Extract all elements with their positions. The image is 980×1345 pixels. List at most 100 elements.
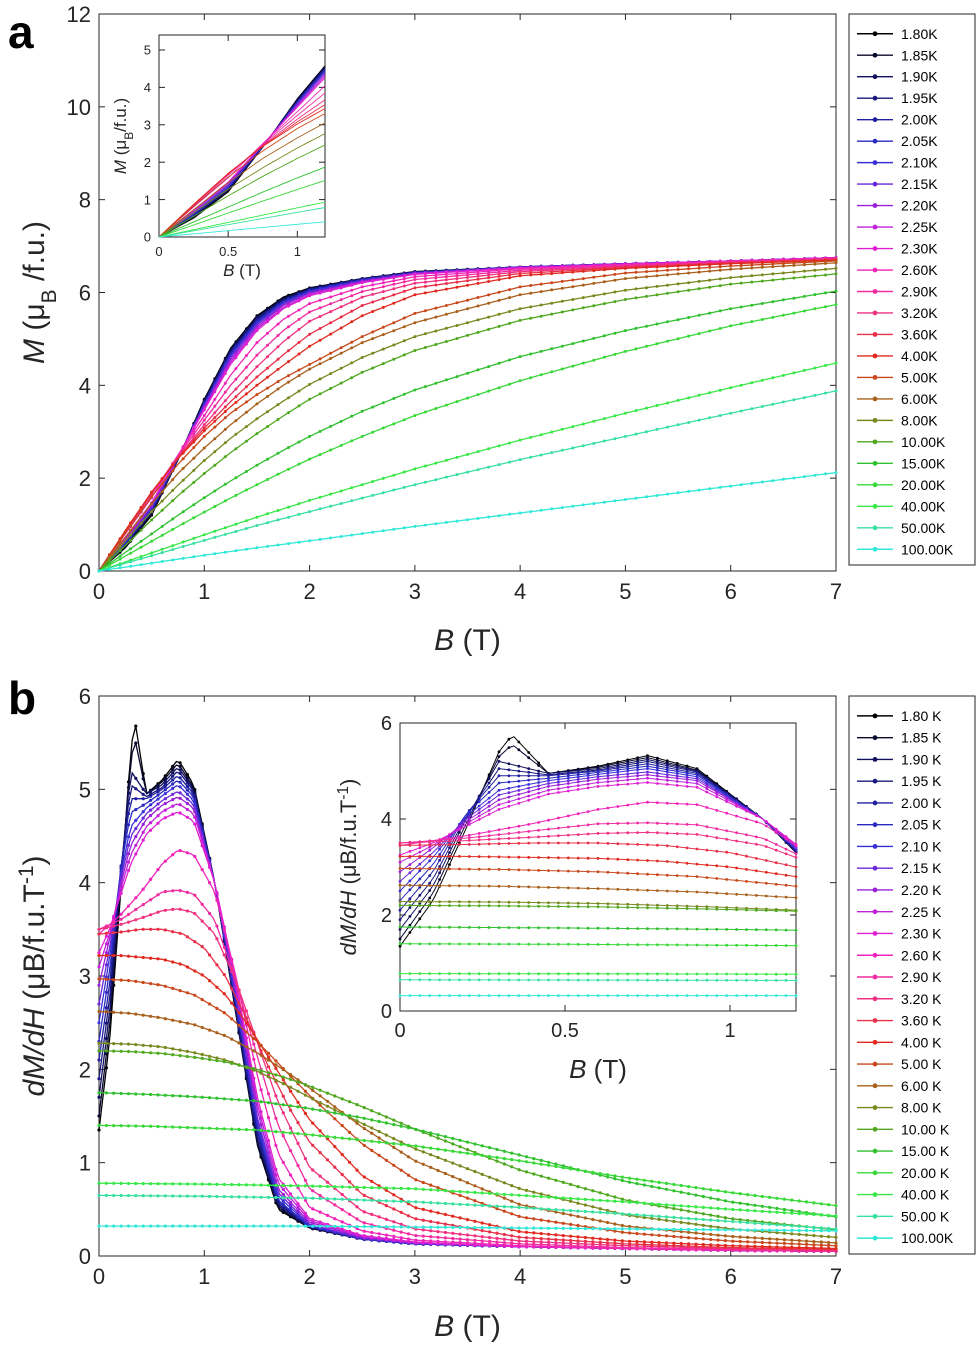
data-point [163, 1017, 167, 1021]
data-point [185, 1182, 189, 1186]
data-point [508, 460, 512, 464]
data-point [371, 480, 375, 483]
data-point [215, 1031, 219, 1035]
data-point [289, 1206, 293, 1210]
data-point [790, 1238, 794, 1242]
data-point [672, 1189, 676, 1193]
series-line [158, 113, 326, 238]
data-point [178, 931, 182, 935]
data-point [834, 361, 838, 365]
series-line [158, 108, 326, 238]
data-point [613, 331, 617, 335]
data-point [792, 296, 796, 300]
data-point [178, 776, 182, 780]
data-point [834, 1241, 838, 1245]
legend-entry: 2.00K [901, 112, 938, 128]
data-point [308, 367, 312, 371]
data-point [723, 1207, 728, 1211]
data-point [524, 1226, 529, 1230]
data-point [429, 1131, 433, 1135]
data-point [259, 1110, 263, 1114]
data-point [566, 776, 570, 780]
data-point [477, 811, 481, 815]
data-point [444, 326, 448, 330]
data-point [192, 536, 196, 540]
data-point [150, 561, 154, 565]
data-point [465, 1181, 470, 1185]
data-point [444, 475, 448, 479]
data-point [444, 275, 448, 279]
data-point [827, 1213, 831, 1217]
data-point [557, 775, 560, 779]
data-point [701, 1232, 705, 1236]
data-point [487, 447, 491, 451]
data-point [237, 1011, 241, 1015]
data-point [664, 1241, 669, 1245]
data-point [613, 1177, 617, 1181]
data-point [384, 1217, 388, 1221]
data-point [628, 1231, 632, 1235]
data-point [276, 345, 280, 349]
data-point [200, 1126, 204, 1130]
data-point [208, 953, 212, 957]
data-point [149, 828, 153, 832]
data-point [402, 280, 406, 284]
data-point [480, 1239, 484, 1243]
data-point [819, 1246, 823, 1250]
data-point [502, 1192, 506, 1196]
data-point [598, 1172, 602, 1176]
data-point [371, 530, 375, 534]
data-point [465, 1203, 470, 1207]
data-point [517, 748, 521, 752]
data-point [827, 1240, 831, 1245]
data-point [723, 1243, 728, 1248]
data-point [666, 492, 669, 496]
data-point [812, 1201, 816, 1205]
data-point [802, 396, 806, 400]
data-point [508, 273, 512, 277]
data-point [200, 868, 204, 872]
data-point [244, 547, 248, 551]
data-point [812, 1234, 816, 1238]
data-point [443, 1230, 447, 1235]
data-point [230, 987, 234, 991]
data-point [200, 919, 204, 923]
data-point [237, 1023, 241, 1028]
data-point [141, 1194, 145, 1198]
data-point [104, 931, 108, 935]
data-point [723, 1199, 728, 1203]
data-point [642, 1213, 647, 1217]
legend-entry: 2.90K [901, 284, 938, 300]
data-point [112, 1091, 116, 1095]
data-point [547, 1163, 551, 1167]
data-point [362, 1122, 366, 1127]
data-point [497, 798, 501, 802]
data-point [804, 1212, 809, 1216]
data-point [370, 1139, 374, 1143]
data-point [149, 813, 153, 818]
panel-a-inset-x-tick-label: 1 [294, 244, 301, 259]
data-point [222, 1127, 226, 1131]
data-point [804, 1239, 809, 1243]
data-point [819, 1234, 823, 1238]
data-point [581, 306, 585, 310]
data-point [581, 444, 585, 448]
data-point [687, 1221, 691, 1225]
data-point [406, 1232, 411, 1236]
data-point [355, 1225, 359, 1229]
legend-marker [872, 525, 878, 531]
data-point [230, 1001, 234, 1005]
data-point [657, 1202, 661, 1206]
data-point [458, 1150, 462, 1154]
data-point [308, 397, 312, 401]
data-point [178, 962, 182, 966]
data-point [701, 1194, 705, 1199]
data-point [694, 1210, 698, 1215]
data-point [591, 1227, 595, 1231]
data-point [402, 297, 406, 301]
data-point [687, 334, 691, 338]
data-point [581, 503, 585, 507]
data-point [97, 1193, 101, 1197]
data-point [592, 275, 596, 279]
